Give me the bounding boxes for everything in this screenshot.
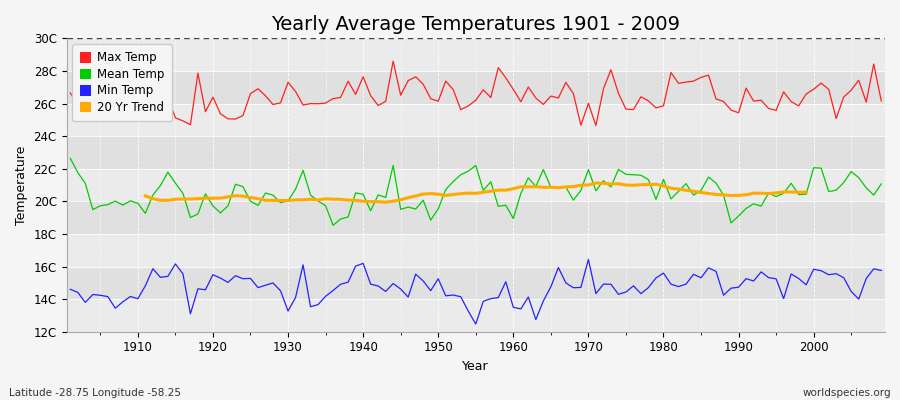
Bar [67,266,885,299]
Legend: Max Temp, Mean Temp, Min Temp, 20 Yr Trend: Max Temp, Mean Temp, Min Temp, 20 Yr Tre… [72,44,172,121]
Title: Yearly Average Temperatures 1901 - 2009: Yearly Average Temperatures 1901 - 2009 [271,15,680,34]
Bar [67,38,885,71]
Bar [67,169,885,201]
Y-axis label: Temperature: Temperature [15,145,28,225]
X-axis label: Year: Year [463,360,489,373]
Bar [67,201,885,234]
Text: worldspecies.org: worldspecies.org [803,388,891,398]
Text: Latitude -28.75 Longitude -58.25: Latitude -28.75 Longitude -58.25 [9,388,181,398]
Bar [67,136,885,169]
Bar [67,71,885,104]
Bar [67,234,885,266]
Bar [67,299,885,332]
Bar [67,104,885,136]
